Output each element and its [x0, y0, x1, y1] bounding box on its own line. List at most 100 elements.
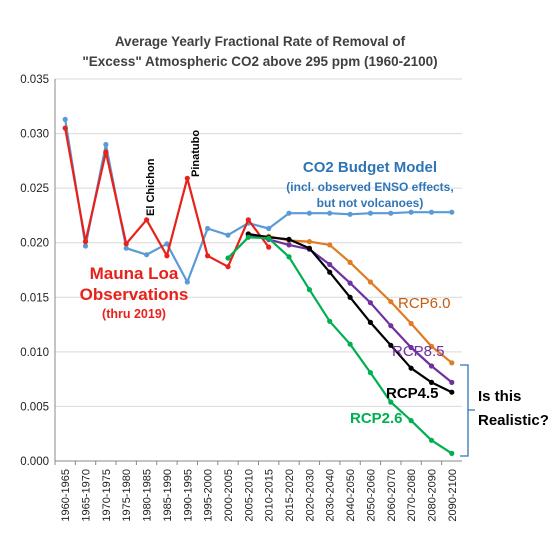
- data-point-co2-budget-model: [164, 241, 170, 247]
- data-point-co2-budget-model: [225, 232, 231, 238]
- series-layer: [62, 116, 455, 456]
- x-tick-label: 2000-2005: [223, 469, 235, 522]
- chart-title-line-2: "Excess" Atmospheric CO2 above 295 ppm (…: [82, 54, 437, 69]
- data-point-mauna-loa-observations: [103, 149, 109, 155]
- data-point-rcp2-6: [449, 450, 455, 456]
- data-point-rcp2-6: [388, 399, 394, 405]
- scenario-bracket: [460, 364, 475, 457]
- x-tick-label: 2040-2050: [345, 469, 357, 522]
- data-point-mauna-loa-observations: [123, 241, 129, 247]
- y-tick-label: 0.025: [20, 183, 49, 195]
- data-point-rcp8-5: [449, 379, 455, 385]
- data-point-rcp8-5: [367, 300, 373, 306]
- data-point-mauna-loa-observations: [245, 217, 251, 223]
- data-point-co2-budget-model: [408, 209, 414, 215]
- model-label: CO2 Budget Model: [303, 159, 437, 176]
- data-point-co2-budget-model: [347, 211, 353, 217]
- data-point-rcp4-5: [449, 389, 455, 395]
- series-rcp2-6: [225, 234, 455, 456]
- data-point-rcp4-5: [408, 365, 414, 371]
- data-point-co2-budget-model: [184, 279, 190, 285]
- data-point-rcp6-0: [449, 360, 455, 366]
- data-point-rcp2-6: [225, 255, 231, 261]
- x-tick-label: 1990-1995: [182, 469, 194, 522]
- data-point-rcp4-5: [428, 379, 435, 385]
- data-point-rcp8-5: [286, 242, 292, 248]
- data-point-rcp8-5: [347, 280, 353, 286]
- data-point-rcp4-5: [347, 294, 353, 300]
- data-point-co2-budget-model: [428, 209, 435, 215]
- data-point-co2-budget-model: [306, 210, 312, 216]
- data-point-rcp2-6: [245, 234, 251, 240]
- annotations: El Chichon Pinatubo CO2 Budget Model (in…: [80, 130, 549, 457]
- data-point-co2-budget-model: [123, 245, 129, 251]
- x-tick-label: 1965-1970: [81, 469, 93, 522]
- data-point-rcp6-0: [388, 299, 394, 305]
- data-point-rcp6-0: [367, 279, 373, 285]
- data-point-rcp4-5: [388, 342, 394, 348]
- data-point-rcp8-5: [388, 323, 394, 329]
- data-point-rcp2-6: [367, 370, 373, 376]
- series-mauna-loa-observations: [62, 125, 272, 270]
- model-sublabel-1: (incl. observed ENSO effects,: [286, 180, 453, 194]
- data-point-co2-budget-model: [367, 210, 373, 216]
- x-tick-label: 2030-2040: [325, 469, 337, 522]
- rcp85-label: RCP8.5: [392, 343, 445, 360]
- x-tick-label: 2005-2010: [243, 469, 255, 522]
- data-point-rcp6-0: [347, 259, 353, 265]
- observations-label-1: Mauna Loa: [90, 264, 179, 283]
- rcp60-label: RCP6.0: [398, 295, 451, 312]
- data-point-co2-budget-model: [327, 210, 333, 216]
- data-point-rcp8-5: [327, 261, 333, 268]
- observations-label-2: Observations: [80, 285, 189, 304]
- x-tick-label: 1975-1980: [121, 469, 133, 522]
- series-line-rcp2-6: [227, 236, 453, 455]
- y-tick-label: 0.000: [20, 456, 49, 468]
- data-point-rcp8-5: [428, 363, 435, 369]
- data-point-rcp2-6: [266, 235, 272, 241]
- y-tick-label: 0.035: [20, 74, 49, 86]
- x-tick-label: 2020-2030: [304, 469, 316, 522]
- x-tick-label: 2090-2100: [447, 469, 459, 522]
- data-point-rcp8-5: [408, 344, 414, 351]
- y-axis-ticks: 0.000 0.005 0.010 0.015 0.020 0.025 0.030 0.035: [20, 74, 49, 468]
- data-point-co2-budget-model: [388, 210, 394, 216]
- data-point-rcp2-6: [428, 437, 435, 443]
- data-point-mauna-loa-observations: [205, 253, 211, 259]
- chart-title-line-1: Average Yearly Fractional Rate of Remova…: [115, 34, 406, 49]
- y-tick-label: 0.030: [20, 129, 49, 141]
- x-tick-label: 1970-1975: [101, 469, 113, 522]
- data-point-rcp2-6: [347, 341, 353, 347]
- gridlines: [54, 78, 462, 462]
- data-point-rcp6-0: [428, 343, 435, 349]
- data-point-mauna-loa-observations: [225, 264, 231, 270]
- data-point-rcp4-5: [367, 319, 373, 325]
- data-point-mauna-loa-observations: [144, 217, 150, 223]
- data-point-co2-budget-model: [144, 252, 150, 258]
- data-point-rcp4-5: [286, 236, 292, 242]
- model-sublabel-2: but not volcanoes): [317, 196, 424, 210]
- x-tick-label: 2070-2080: [406, 469, 418, 522]
- data-point-rcp4-5: [327, 269, 333, 275]
- y-tick-label: 0.015: [20, 292, 49, 304]
- observations-label-3: (thru 2019): [102, 307, 166, 321]
- data-point-co2-budget-model: [62, 116, 68, 122]
- data-point-co2-budget-model: [266, 225, 272, 232]
- x-tick-label: 2010-2015: [264, 469, 276, 522]
- y-tick-label: 0.010: [20, 347, 49, 359]
- data-point-rcp2-6: [408, 418, 414, 424]
- data-point-co2-budget-model: [449, 209, 455, 215]
- data-point-co2-budget-model: [286, 210, 292, 216]
- data-point-rcp6-0: [306, 239, 312, 245]
- rcp26-label: RCP2.6: [350, 410, 403, 427]
- data-point-co2-budget-model: [82, 243, 89, 249]
- series-line-rcp4-5: [248, 232, 453, 394]
- data-point-co2-budget-model: [103, 141, 109, 148]
- data-point-rcp6-0: [327, 242, 333, 248]
- data-point-mauna-loa-observations: [62, 125, 68, 131]
- x-tick-label: 1960-1965: [60, 469, 72, 522]
- series-line-co2-budget-model: [64, 119, 452, 284]
- data-point-rcp2-6: [327, 318, 333, 324]
